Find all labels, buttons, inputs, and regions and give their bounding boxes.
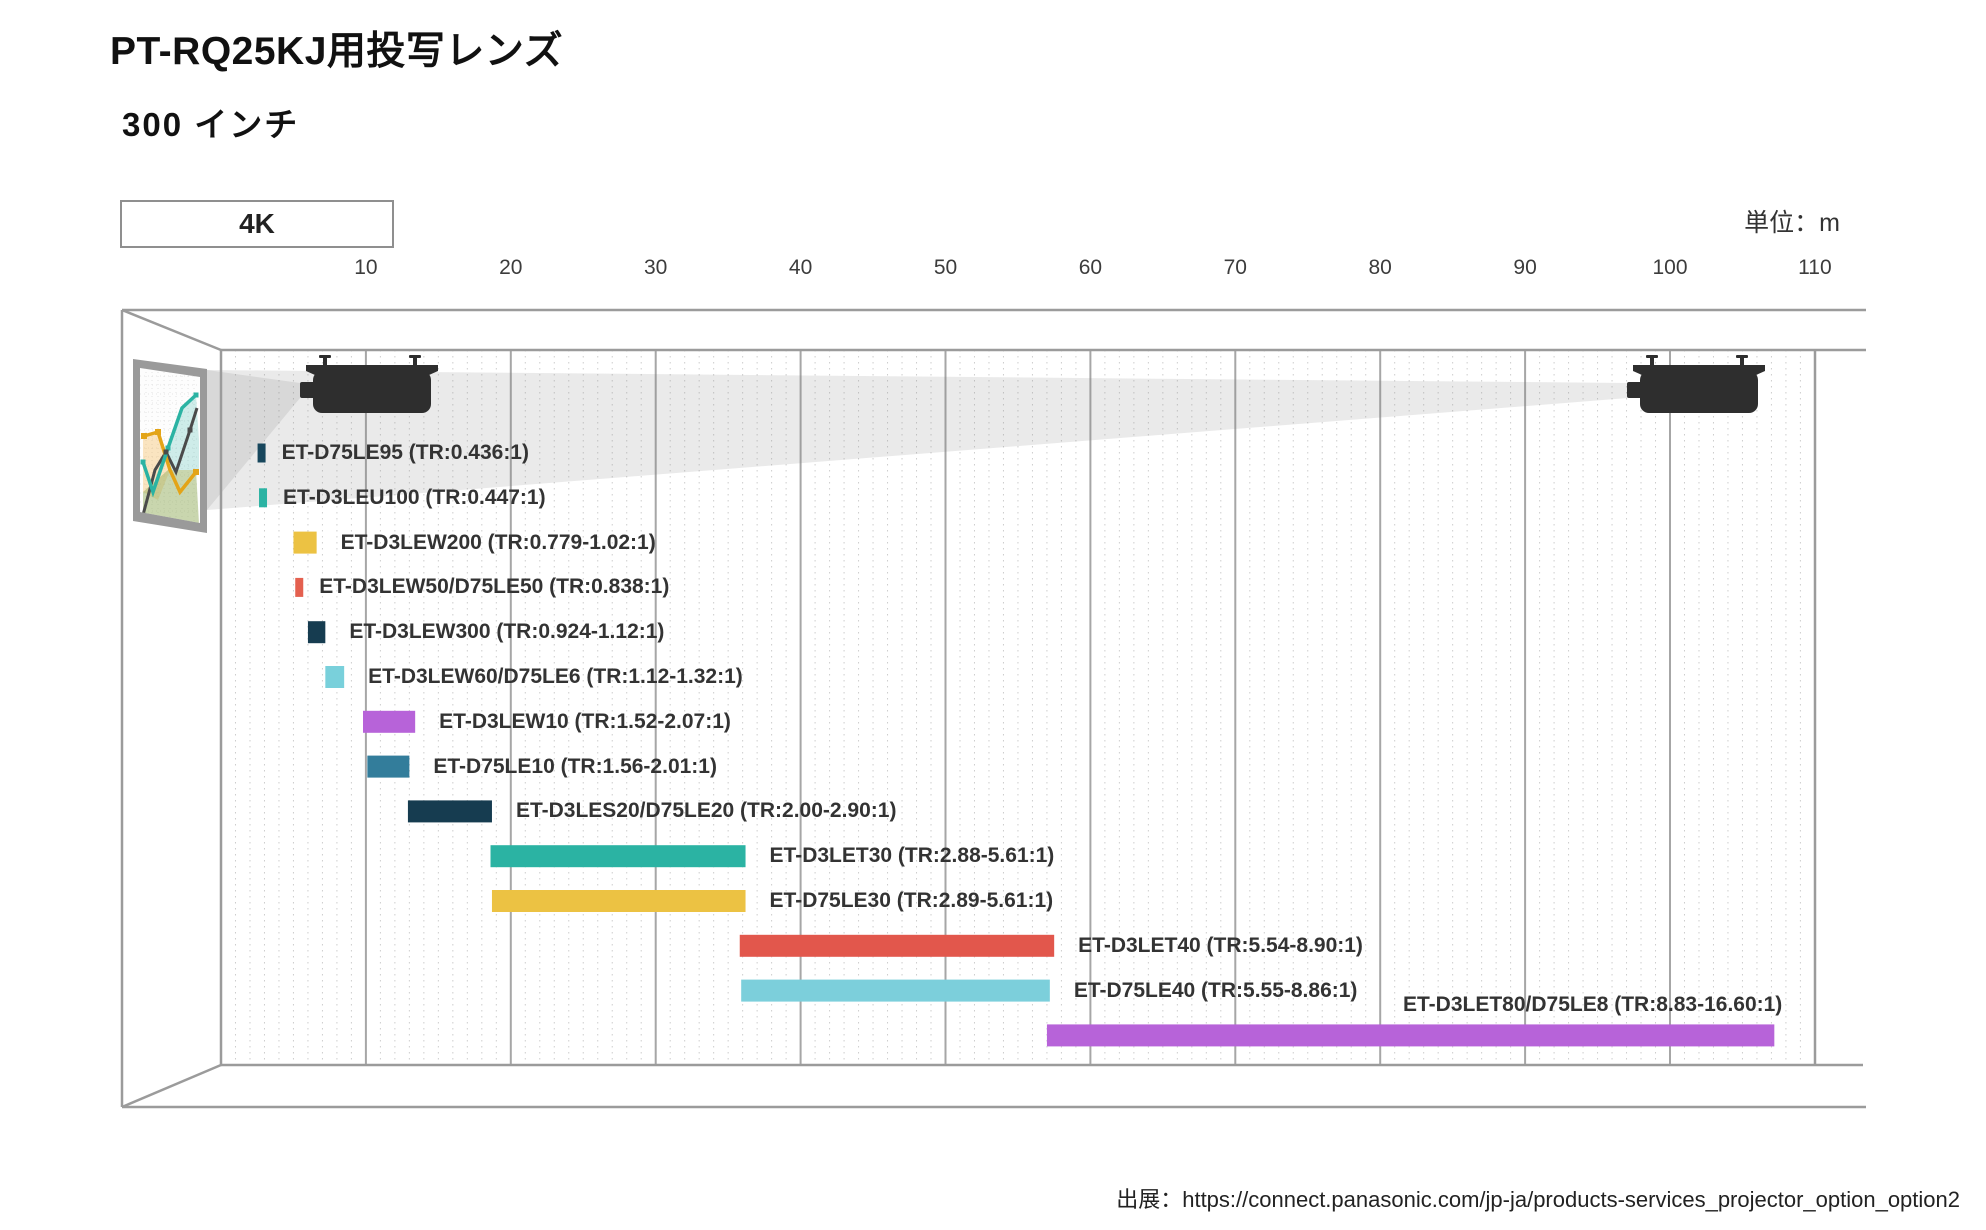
beam-short: [207, 370, 300, 510]
lens-label: ET-D75LE10 (TR:1.56-2.01:1): [433, 754, 717, 778]
lens-bar: [490, 845, 746, 868]
axis-tick-70: 70: [1223, 256, 1247, 279]
lens-label: ET-D3LET30 (TR:2.88-5.61:1): [769, 844, 1055, 868]
projector-left-icon: [300, 355, 438, 413]
lens-bar: [741, 979, 1050, 1002]
axis-tick-90: 90: [1513, 256, 1537, 279]
lens-label: ET-D3LEW300 (TR:0.924-1.12:1): [349, 620, 665, 644]
lens-bar: [295, 577, 304, 597]
resolution-badge-4k: 4K: [120, 200, 394, 248]
lens-label: ET-D75LE30 (TR:2.89-5.61:1): [769, 889, 1054, 912]
lens-bar: [363, 710, 416, 733]
axis-tick-10: 10: [354, 256, 378, 279]
lens-bar: [739, 934, 1055, 957]
axis-tick-50: 50: [933, 256, 958, 279]
screen-mini-chart: [140, 368, 200, 523]
axis-tick-80: 80: [1368, 256, 1392, 279]
axis-tick-100: 100: [1652, 256, 1688, 279]
room-line: [121, 1063, 222, 1109]
lens-label: ET-D3LEW60/D75LE6 (TR:1.12-1.32:1): [368, 665, 743, 688]
lens-label: ET-D3LEW200 (TR:0.779-1.02:1): [340, 530, 656, 554]
axis-tick-110: 110: [1798, 256, 1832, 279]
unit-label: 単位：m: [1744, 209, 1840, 237]
source-credit: 出展：https://connect.panasonic.com/jp-ja/p…: [1116, 1187, 1960, 1212]
lens-bar: [259, 488, 268, 508]
axis-tick-30: 30: [644, 256, 668, 279]
lens-bar: [1046, 1024, 1775, 1047]
lens-bar: [491, 890, 746, 912]
projection-screen: [133, 359, 207, 533]
projector-right-icon: [1627, 355, 1765, 413]
lens-distance-bars: [257, 443, 1775, 1047]
projection-beams: [207, 370, 1628, 510]
axis-tick-60: 60: [1078, 256, 1103, 279]
room-line: [121, 308, 222, 352]
page-title: PT-RQ25KJ用投写レンズ: [110, 30, 564, 73]
projector-icons: [300, 355, 1765, 413]
axis-tick-20: 20: [499, 256, 523, 279]
screen-size-subtitle: 300 インチ: [122, 106, 300, 143]
lens-label: ET-D3LES20/D75LE20 (TR:2.00-2.90:1): [515, 799, 897, 823]
lens-bar: [407, 800, 492, 823]
lens-bar: [367, 755, 410, 778]
gridlines: [234, 350, 1801, 1065]
lens-label: ET-D75LE40 (TR:5.55-8.86:1): [1073, 978, 1358, 1002]
lens-bar: [257, 443, 266, 463]
lens-label: ET-D3LEW10 (TR:1.52-2.07:1): [439, 709, 731, 733]
lens-label: ET-D3LET80/D75LE8 (TR:8.83-16.60:1): [1403, 993, 1783, 1017]
axis-tick-40: 40: [788, 256, 813, 279]
lens-label: ET-D75LE95 (TR:0.436:1): [281, 441, 529, 464]
room-perspective: [120, 308, 1866, 1109]
lens-bar: [293, 531, 317, 554]
beam-long: [207, 370, 1628, 510]
lens-label: ET-D3LEW50/D75LE50 (TR:0.838:1): [319, 575, 670, 599]
lens-label: ET-D3LEU100 (TR:0.447:1): [283, 485, 546, 509]
lens-bar: [307, 621, 326, 644]
lens-bar: [325, 666, 345, 688]
lens-label: ET-D3LET40 (TR:5.54-8.90:1): [1078, 933, 1363, 957]
